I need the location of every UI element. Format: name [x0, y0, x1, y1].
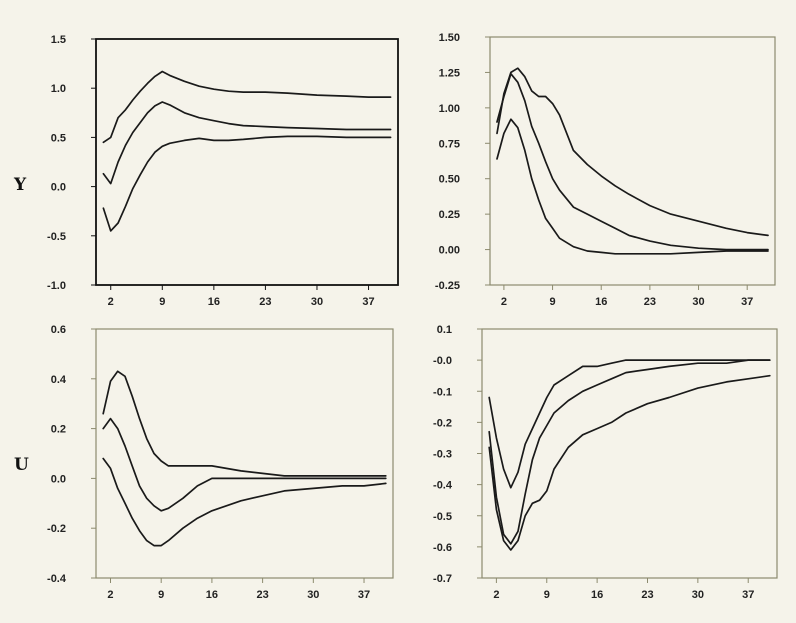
y-tick-label: 0.4 [51, 374, 67, 386]
x-tick-label: 16 [208, 296, 220, 308]
x-tick-label: 30 [311, 296, 323, 308]
panel-y-impulse-1: -1.0 -0.5 0.0 0.5 1.0 1.5 2 9 16 23 30 37 [47, 34, 399, 308]
y-tick-label: -0.4 [433, 480, 453, 492]
y-tick-label: -0.2 [47, 523, 66, 535]
plot-frame [95, 38, 399, 286]
y-tick-label: -1.0 [47, 280, 66, 292]
x-tick-label: 16 [206, 589, 218, 601]
x-tick-label: 2 [108, 296, 114, 308]
upper-band-line [102, 70, 392, 144]
y-tick-label: 1.50 [439, 32, 460, 44]
x-tick-label: 23 [644, 296, 656, 308]
y-tick-label: 0.1 [437, 324, 452, 336]
y-tick-label: -0.4 [47, 573, 67, 585]
y-tick-label: -0.5 [433, 511, 452, 523]
lower-band-line [496, 118, 769, 255]
y-tick-label: 1.0 [51, 83, 66, 95]
response-line [102, 417, 387, 512]
x-tick-label: 23 [259, 296, 271, 308]
y-tick-label: -0.25 [435, 280, 460, 292]
y-tick-label: -0.2 [433, 417, 452, 429]
y-tick-label: -0.6 [433, 542, 452, 554]
panel-y-impulse-2: -0.25 0.00 0.25 0.50 0.75 1.00 1.25 1.50 2 9 16 23 3… [435, 32, 776, 308]
x-tick-label: 37 [358, 589, 370, 601]
x-tick-label: 9 [544, 589, 550, 601]
y-tick-label: -0.5 [47, 231, 66, 243]
x-tick-label: 37 [362, 296, 374, 308]
y-tick-label: 0.5 [51, 132, 66, 144]
x-tick-label: 2 [107, 589, 113, 601]
plot-frame [481, 328, 778, 579]
x-tick-label: 9 [159, 296, 165, 308]
y-tick-label: -0.7 [433, 573, 452, 585]
plot-frame [95, 328, 394, 579]
panel-u-impulse-2: -0.7 -0.6 -0.5 -0.4 -0.3 -0.2 -0.1 -0.0 0.1 2 9 16 2… [433, 324, 778, 601]
y-tick-label: 0.6 [51, 324, 66, 336]
upper-band-line [102, 370, 387, 477]
y-tick-label: 0.50 [439, 174, 460, 186]
x-tick-label: 23 [641, 589, 653, 601]
y-tick-label: -0.3 [433, 449, 452, 461]
y-tick-label: -0.1 [433, 386, 452, 398]
x-tick-label: 30 [307, 589, 319, 601]
y-tick-label: 1.5 [51, 34, 66, 46]
panels: -1.0 -0.5 0.0 0.5 1.0 1.5 2 9 16 23 30 37 -0.25 0.00 0… [47, 32, 778, 601]
response-line [496, 72, 769, 251]
panel-u-impulse-1: -0.4 -0.2 0.0 0.2 0.4 0.6 2 9 16 23 30 37 [47, 324, 394, 601]
lower-band-line [102, 135, 392, 232]
y-tick-label: 0.0 [51, 473, 66, 485]
upper-band-line [496, 67, 769, 237]
upper-band-line [488, 359, 771, 489]
x-tick-label: 37 [741, 296, 753, 308]
y-tick-label: 0.0 [51, 182, 66, 194]
y-tick-label: 0.75 [439, 138, 460, 150]
x-tick-label: 2 [501, 296, 507, 308]
row-label-u: U [14, 455, 29, 475]
plot-frame [489, 36, 776, 286]
x-tick-label: 37 [742, 589, 754, 601]
lower-band-line [488, 374, 771, 551]
response-line [488, 359, 771, 545]
x-tick-label: 9 [549, 296, 555, 308]
x-tick-label: 16 [591, 589, 603, 601]
y-tick-label: 1.00 [439, 103, 460, 115]
x-tick-label: 2 [493, 589, 499, 601]
x-tick-label: 16 [595, 296, 607, 308]
x-tick-label: 30 [692, 296, 704, 308]
x-tick-label: 23 [256, 589, 268, 601]
x-tick-label: 30 [692, 589, 704, 601]
y-tick-label: -0.0 [433, 355, 452, 367]
x-tick-label: 9 [158, 589, 164, 601]
response-line [102, 101, 392, 185]
y-tick-label: 0.2 [51, 424, 66, 436]
row-label-y: Y [13, 175, 27, 195]
y-tick-label: 0.00 [439, 245, 460, 257]
y-tick-label: 1.25 [439, 67, 460, 79]
lower-band-line [102, 457, 387, 547]
y-tick-label: 0.25 [439, 209, 460, 221]
